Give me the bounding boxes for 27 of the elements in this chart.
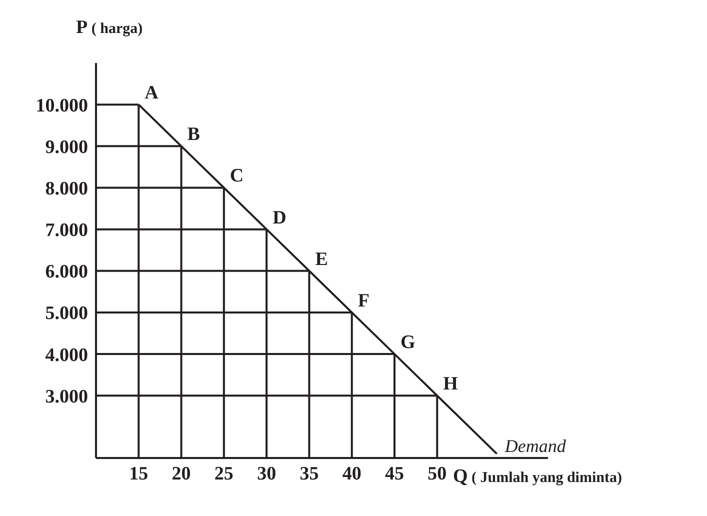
annotation: F xyxy=(358,290,370,312)
x-tick-label: 40 xyxy=(342,463,362,484)
y-tick-label: 9.000 xyxy=(45,136,88,158)
x-tick-label: 50 xyxy=(428,463,447,484)
annotation: H xyxy=(443,374,458,395)
x-tick-label: 30 xyxy=(257,463,276,484)
y-tick-label: 5.000 xyxy=(45,303,88,324)
y-tick-label: 4.000 xyxy=(45,344,88,366)
annotation: A xyxy=(144,82,159,104)
y-tick-label: 6.000 xyxy=(45,262,88,283)
annotation: B xyxy=(187,124,200,146)
annotation: E xyxy=(315,248,328,270)
y-axis-title: P ( harga) xyxy=(76,17,143,38)
annotation: D xyxy=(272,207,286,228)
series-label: Demand xyxy=(504,436,567,456)
y-tick-label: 10.000 xyxy=(36,95,88,116)
annotation: C xyxy=(230,166,244,187)
x-tick-label: 45 xyxy=(384,463,404,484)
x-axis-title: Q ( Jumlah yang diminta) xyxy=(453,466,622,487)
x-tick-label: 25 xyxy=(214,463,234,484)
x-tick-label: 35 xyxy=(300,463,319,484)
x-tick-label: 20 xyxy=(172,463,191,484)
y-tick-label: 3.000 xyxy=(45,386,88,408)
y-tick-label: 8.000 xyxy=(45,178,88,200)
x-tick-label: 15 xyxy=(129,463,148,484)
y-tick-label: 7.000 xyxy=(45,220,88,242)
annotation: G xyxy=(400,332,416,354)
